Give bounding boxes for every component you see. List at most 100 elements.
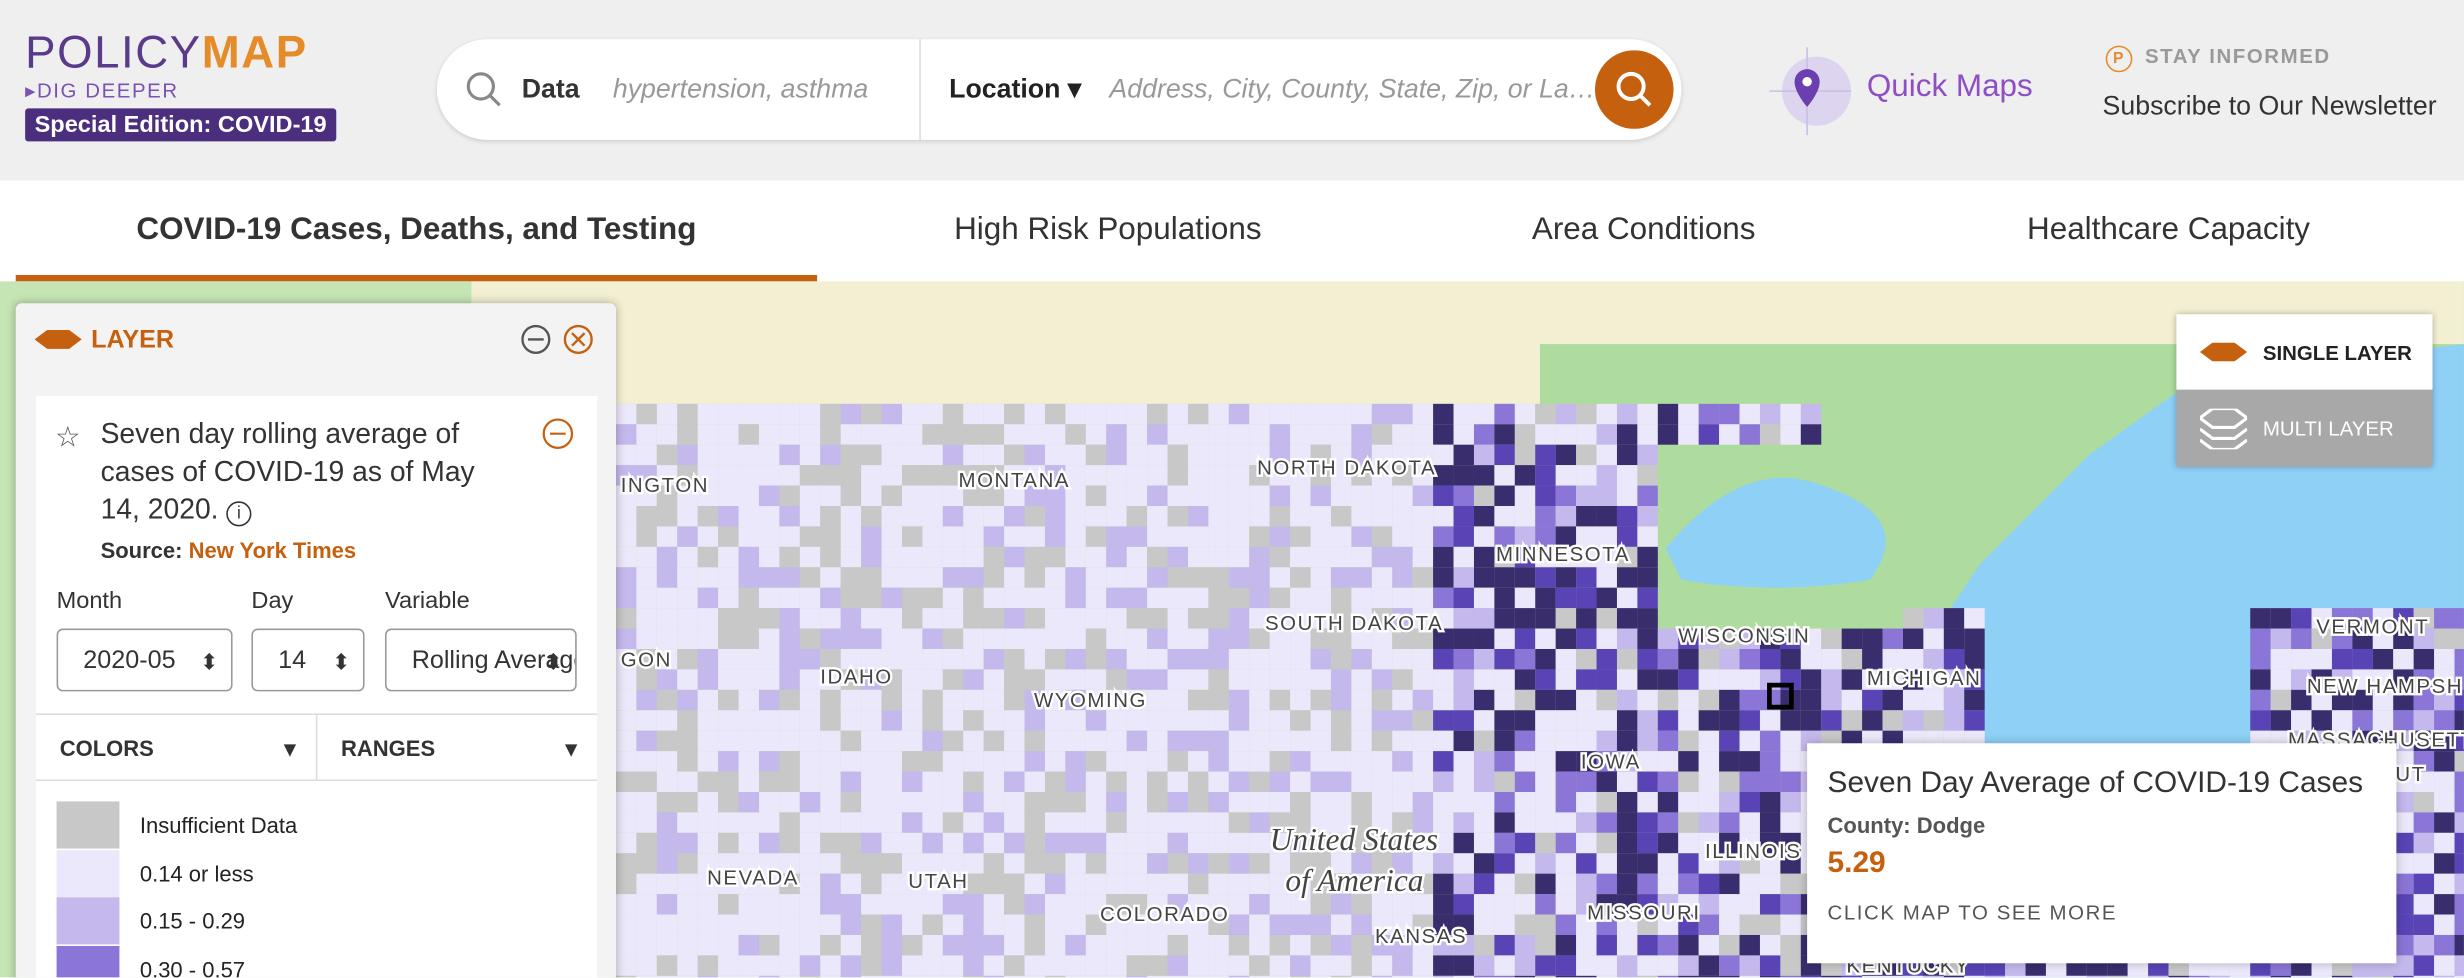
county	[1065, 485, 1086, 506]
location-dropdown[interactable]: Location ▾	[949, 73, 1082, 104]
county	[1821, 669, 1842, 690]
tab[interactable]: High Risk Populations	[954, 212, 1262, 247]
county	[881, 424, 902, 445]
ranges-dropdown[interactable]: RANGES ▾	[340, 735, 577, 761]
county	[1555, 485, 1577, 506]
county	[881, 914, 902, 935]
county	[963, 526, 984, 547]
tab[interactable]: Area Conditions	[1531, 212, 1756, 247]
source-link[interactable]: New York Times	[188, 537, 357, 563]
favorite-star[interactable]: ☆	[54, 421, 81, 453]
county	[2372, 669, 2394, 690]
county	[922, 934, 943, 956]
county	[1473, 791, 1495, 813]
newsletter-link[interactable]: Subscribe to Our Newsletter	[2102, 91, 2437, 121]
location-input[interactable]: Address, City, County, State, Zip, or La…	[1109, 73, 1596, 104]
county	[1923, 710, 1944, 731]
county	[1596, 526, 1617, 547]
county	[1698, 669, 1720, 690]
county	[779, 526, 800, 547]
county	[1044, 791, 1066, 813]
county	[1106, 587, 1127, 609]
county	[983, 710, 1005, 731]
county	[1535, 853, 1556, 874]
county	[1126, 403, 1148, 425]
remove-layer[interactable]	[541, 416, 576, 451]
county	[1412, 975, 1434, 978]
county	[1208, 546, 1229, 568]
county	[1126, 812, 1148, 833]
county	[1473, 403, 1495, 425]
county	[901, 751, 923, 772]
multi-layer-button[interactable]: MULTI LAYER	[2176, 389, 2433, 467]
county	[1616, 526, 1638, 547]
county	[738, 465, 759, 486]
county	[1535, 567, 1556, 588]
logo[interactable]: POLICYMAP	[25, 28, 308, 80]
county	[1412, 608, 1434, 629]
county	[983, 730, 1005, 752]
tab[interactable]: COVID-19 Cases, Deaths, and Testing	[136, 212, 697, 247]
county	[799, 975, 821, 978]
search-bar: Data hypertension, asthma Location ▾ Add…	[436, 39, 1682, 140]
county	[1719, 648, 1740, 670]
data-input[interactable]: hypertension, asthma	[612, 73, 869, 104]
county	[1494, 485, 1515, 506]
county	[901, 710, 923, 731]
legend-swatch	[56, 801, 120, 849]
county	[942, 485, 964, 506]
variable-select[interactable]: Rolling Average	[384, 628, 577, 692]
county	[1392, 934, 1413, 956]
county	[1596, 505, 1617, 527]
county	[1392, 669, 1413, 690]
county	[697, 628, 719, 649]
county	[1453, 873, 1474, 895]
county	[1085, 505, 1107, 527]
county	[656, 914, 678, 935]
search-button[interactable]	[1594, 50, 1674, 129]
tab[interactable]: Healthcare Capacity	[2027, 212, 2311, 247]
county	[697, 485, 719, 506]
county	[820, 689, 841, 711]
county	[1433, 710, 1454, 731]
county	[1392, 546, 1413, 568]
popup-cta[interactable]: CLICK MAP TO SEE MORE	[1827, 900, 2118, 924]
county	[1208, 485, 1229, 506]
county	[1657, 934, 1679, 956]
county	[983, 689, 1005, 711]
county	[2454, 791, 2464, 813]
county	[1208, 648, 1229, 670]
day-select[interactable]: 14	[251, 628, 365, 692]
county	[1228, 873, 1250, 895]
county	[1126, 955, 1148, 976]
county	[1800, 710, 1822, 731]
panel-controls[interactable]	[520, 322, 599, 357]
tagline-text: DIG DEEPER	[36, 78, 179, 103]
county	[1269, 730, 1291, 752]
county	[799, 587, 821, 609]
county	[840, 791, 862, 813]
county	[820, 628, 841, 649]
county	[738, 894, 759, 915]
county	[1555, 975, 1577, 978]
county	[840, 669, 862, 690]
county	[1473, 710, 1495, 731]
month-select[interactable]: 2020-05	[56, 628, 233, 692]
quick-maps[interactable]: Quick Maps	[1866, 69, 2033, 104]
county	[1473, 955, 1495, 976]
county	[2250, 975, 2271, 978]
quick-maps-icon[interactable]	[1763, 47, 1857, 136]
county	[1187, 894, 1209, 915]
single-layer-button[interactable]: SINGLE LAYER	[2176, 314, 2433, 390]
county	[2148, 975, 2169, 978]
colors-dropdown[interactable]: COLORS ▾	[59, 735, 296, 761]
county	[738, 934, 759, 956]
county	[1330, 934, 1352, 956]
county	[1637, 853, 1658, 874]
county	[656, 505, 678, 527]
county	[840, 955, 862, 976]
county	[881, 812, 902, 833]
county	[922, 567, 943, 588]
county	[942, 648, 964, 670]
county	[1678, 648, 1699, 670]
